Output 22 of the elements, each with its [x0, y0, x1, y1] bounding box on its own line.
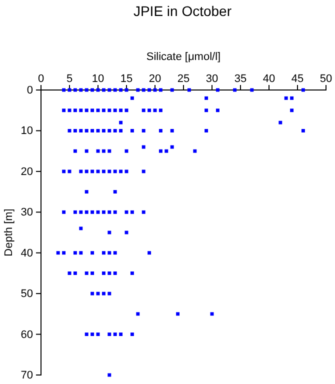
x-axis-title: Silicate [μmol/l] [146, 51, 221, 63]
x-tick-label: 40 [262, 73, 276, 85]
x-tick-label: 45 [291, 73, 304, 85]
x-tick-label: 35 [234, 73, 247, 85]
y-axis-title: Depth [m] [3, 208, 15, 256]
x-tick-label: 10 [92, 73, 104, 85]
chart-title: JPIE in October [133, 3, 232, 19]
y-tick-label: 50 [20, 288, 33, 300]
y-tick-label: 20 [20, 166, 33, 178]
y-tick-label: 70 [20, 370, 33, 382]
x-tick-label: 50 [320, 73, 332, 85]
x-tick-label: 5 [66, 73, 73, 85]
x-tick-label: 0 [38, 73, 44, 85]
y-tick-label: 30 [20, 206, 33, 219]
x-tick-label: 30 [206, 73, 218, 85]
x-tick-label: 20 [148, 73, 162, 85]
y-tick-label: 0 [26, 84, 33, 97]
y-tick-label: 60 [20, 328, 33, 341]
y-tick-label: 10 [20, 125, 33, 138]
x-tick-label: 25 [177, 73, 190, 85]
x-tick-label: 15 [120, 73, 133, 85]
y-tick-label: 40 [20, 247, 33, 260]
